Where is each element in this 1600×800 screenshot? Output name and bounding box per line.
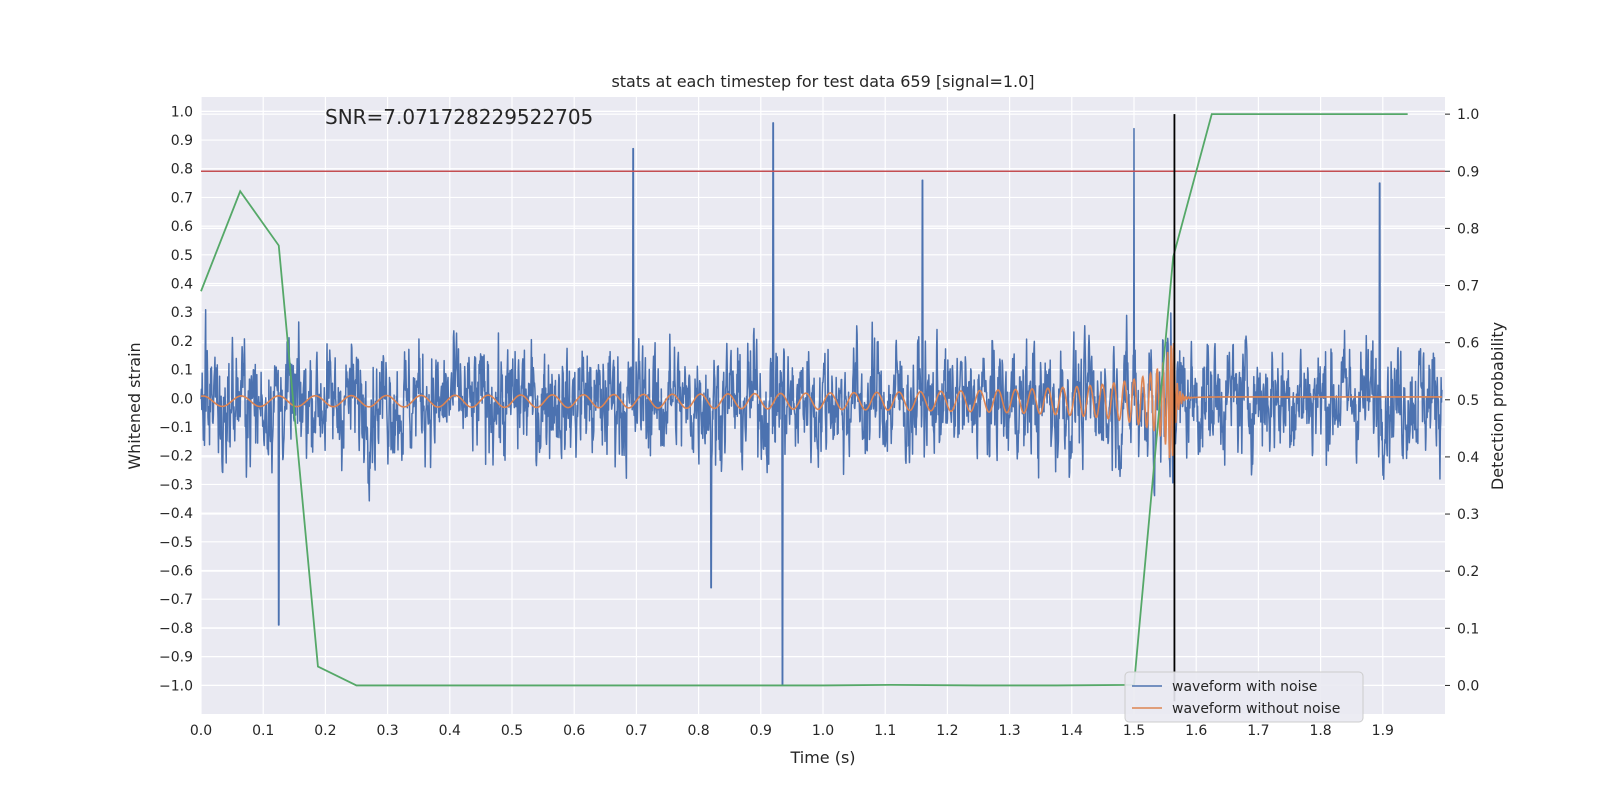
x-tick-label: 0.1 [252,723,274,739]
x-tick-label: 0.4 [439,723,461,739]
y-axis-ticks: 1.0 0.9 0.8 0.7 0.6 0.5 0.4 0.3 0.2 0.1 0.0 −0.1 −0.… [159,104,193,694]
y2-tick-label: 0.6 [1457,336,1479,352]
y-tick-label: 0.5 [171,248,193,264]
x-tick-label: 0.9 [750,723,772,739]
snr-annotation: SNR=7.071728229522705 [325,105,593,129]
x-tick-label: 1.4 [1061,723,1083,739]
series-waveform-with-noise [200,122,1443,687]
y-tick-label: 0.4 [171,277,193,293]
x-tick-label: 0.5 [501,723,523,739]
y-tick-label: −0.3 [159,477,193,493]
y2-tick-label: 0.1 [1457,621,1479,637]
y-tick-label: −0.7 [159,592,193,608]
x-tick-label: 1.2 [936,723,958,739]
x-tick-label: 1.1 [874,723,896,739]
y2-tick-label: 0.2 [1457,564,1479,580]
y-tick-label: 0.8 [171,162,193,178]
x-tick-label: 0.6 [563,723,585,739]
x-tick-label: 1.6 [1185,723,1207,739]
series-waveform-without-noise [200,343,1442,458]
y-tick-label: −0.8 [159,621,193,637]
y-tick-label: −0.6 [159,564,193,580]
y-tick-label: 1.0 [171,104,193,120]
x-tick-label: 0.2 [314,723,336,739]
x-tick-label: 0.0 [190,723,212,739]
x-tick-label: 1.9 [1372,723,1394,739]
y2-tick-label: 0.3 [1457,507,1479,523]
y-tick-label: −0.9 [159,650,193,666]
y-tick-label: 0.9 [171,133,193,149]
y2-tick-label: 0.4 [1457,450,1479,466]
y2-axis-ticks: 1.0 0.9 0.8 0.7 0.6 0.5 0.4 0.3 0.2 0.1 0.0 [1445,107,1479,694]
y2-tick-label: 0.5 [1457,393,1479,409]
y-tick-label: 0.6 [171,219,193,235]
y-tick-label: −0.1 [159,420,193,436]
x-tick-label: 1.0 [812,723,834,739]
x-tick-label: 1.8 [1309,723,1331,739]
x-tick-label: 1.7 [1247,723,1269,739]
probability-line [200,113,1408,687]
y-tick-label: −0.4 [159,506,193,522]
y2-tick-label: 0.9 [1457,164,1479,180]
y-tick-label: −0.2 [159,449,193,465]
x-axis-label: Time (s) [789,748,855,767]
y-tick-label: 0.0 [171,391,193,407]
legend: waveform with noise waveform without noi… [1124,671,1364,723]
y2-tick-label: 0.0 [1457,678,1479,694]
y-axis-label: Whitened strain [125,342,144,469]
y-tick-label: −1.0 [159,678,193,694]
x-tick-label: 1.5 [1123,723,1145,739]
legend-label-clean: waveform without noise [1172,701,1340,717]
y-tick-label: 0.1 [171,363,193,379]
chart-title: stats at each timestep for test data 659… [611,72,1034,91]
y-tick-label: 0.7 [171,190,193,206]
x-tick-label: 0.7 [625,723,647,739]
y2-tick-label: 1.0 [1457,107,1479,123]
series-detection-probability [200,113,1408,687]
y2-tick-label: 0.7 [1457,279,1479,295]
y2-axis-label: Detection probability [1488,322,1507,490]
legend-box [1124,671,1364,723]
y-tick-label: −0.5 [159,535,193,551]
x-tick-label: 0.8 [687,723,709,739]
clean-waveform-line [200,343,1442,458]
noisy-waveform-line [200,122,1443,687]
y-tick-label: 0.3 [171,305,193,321]
x-axis-ticks: 0.0 0.1 0.2 0.3 0.4 0.5 0.6 0.7 0.8 0.9 1.0 1.1 1.2 1… [190,723,1394,739]
y-tick-label: 0.2 [171,334,193,350]
x-tick-label: 0.3 [376,723,398,739]
x-tick-label: 1.3 [998,723,1020,739]
legend-label-noisy: waveform with noise [1172,679,1317,695]
y2-tick-label: 0.8 [1457,221,1479,237]
